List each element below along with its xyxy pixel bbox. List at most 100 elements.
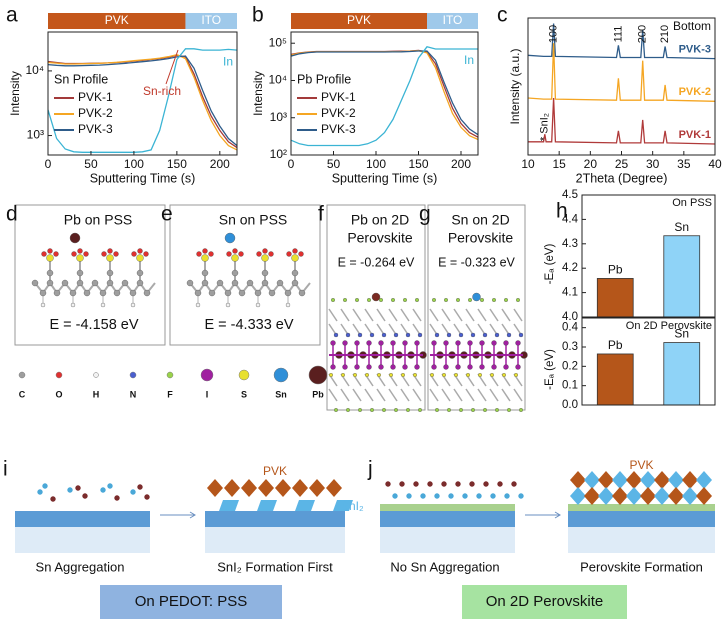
sni2-label: SnI₂: [341, 499, 364, 513]
x-tick-label: 10: [521, 157, 535, 171]
organic: [513, 308, 523, 322]
atom: [130, 302, 136, 308]
atom: [378, 340, 384, 346]
series-label: In: [464, 53, 474, 67]
caption: Sn Aggregation: [36, 559, 125, 574]
atom: [495, 408, 500, 413]
ion: [106, 482, 114, 490]
organic: [501, 308, 511, 322]
panel-frame: [326, 204, 426, 411]
panel-title: Pb on 2D: [351, 212, 409, 228]
atom: [415, 298, 420, 303]
atom: [261, 269, 269, 277]
atom: [413, 373, 418, 378]
crystal: [640, 471, 656, 489]
atom-label: I: [206, 389, 209, 399]
atom: [515, 364, 521, 370]
crystal: [584, 471, 600, 489]
ion: [475, 492, 483, 500]
x-tick-label: 0: [288, 157, 295, 171]
ion: [99, 486, 107, 494]
y-axis-label: Intensity: [251, 71, 265, 116]
atom: [83, 251, 89, 257]
panel-title: Pb on PSS: [64, 212, 133, 228]
chart-title: On PSS: [672, 197, 712, 209]
panel-letter: g: [419, 203, 431, 226]
atom: [231, 279, 239, 287]
series-label: PVK-3: [679, 43, 711, 55]
crystal: [612, 471, 628, 489]
crystal: [612, 487, 628, 505]
atom: [431, 364, 437, 370]
atom: [456, 298, 461, 303]
atom: [231, 254, 239, 262]
panel-title: Sn on 2D: [451, 212, 509, 228]
atom: [358, 408, 363, 413]
atom: [136, 254, 144, 262]
y-tick-label: 4.2: [562, 262, 578, 274]
organic: [412, 308, 422, 322]
data-line: [47, 55, 238, 147]
legend-label: PVK-2: [321, 106, 356, 120]
atom: [77, 248, 83, 254]
ion: [412, 480, 420, 488]
atom-swatch: [166, 371, 174, 379]
atom-swatch: [93, 372, 99, 378]
legend-title: Sn Profile: [54, 72, 108, 86]
organic: [453, 308, 463, 322]
crystal: [598, 487, 614, 505]
atom: [333, 332, 339, 338]
bar: [596, 278, 634, 318]
atom: [346, 408, 351, 413]
atom-label: F: [167, 389, 173, 399]
atom: [46, 279, 54, 287]
bar: [663, 235, 701, 318]
atom: [514, 373, 519, 378]
atom: [454, 373, 459, 378]
x-axis-label: Sputtering Time (s): [332, 171, 438, 185]
atom: [113, 251, 119, 257]
atom: [402, 340, 408, 346]
atom: [136, 269, 144, 277]
crystal: [309, 479, 325, 497]
arrow: [160, 511, 196, 519]
atom: [71, 251, 77, 257]
peak-label: * SnI₂: [539, 113, 551, 141]
y-axis-label: Intensity: [8, 71, 22, 116]
atom: [61, 279, 69, 287]
atom: [354, 340, 360, 346]
organic: [441, 308, 451, 322]
atom: [342, 364, 348, 370]
atom: [503, 364, 509, 370]
footer-box: [462, 585, 627, 619]
x-tick-label: 25: [615, 157, 629, 171]
crystal: [640, 487, 656, 505]
footer-box: [100, 585, 282, 619]
atom: [483, 408, 488, 413]
atom: [208, 289, 216, 297]
y-tick-label: 4.1: [562, 287, 578, 299]
atom: [330, 340, 336, 346]
atom: [343, 298, 348, 303]
atom: [292, 248, 298, 254]
region-band: [427, 13, 478, 29]
energy-label: E = -0.323 eV: [438, 255, 515, 269]
plot-frame: [581, 194, 716, 318]
atom: [502, 373, 507, 378]
panel-letter: e: [161, 203, 173, 226]
pvk-label: PVK: [629, 458, 653, 472]
atom: [367, 298, 372, 303]
atom: [224, 289, 232, 297]
atom: [357, 332, 363, 338]
energy-label: E = -4.333 eV: [204, 317, 293, 333]
atom-label: S: [241, 389, 247, 399]
sni2-crystal: [295, 500, 315, 511]
organic: [489, 308, 499, 322]
panel-letter: b: [252, 4, 264, 27]
atom: [492, 298, 497, 303]
atom: [261, 279, 269, 287]
atom: [216, 279, 224, 287]
substrate-layer: [380, 511, 515, 527]
atom-swatch: [200, 368, 214, 382]
atom: [506, 332, 512, 338]
